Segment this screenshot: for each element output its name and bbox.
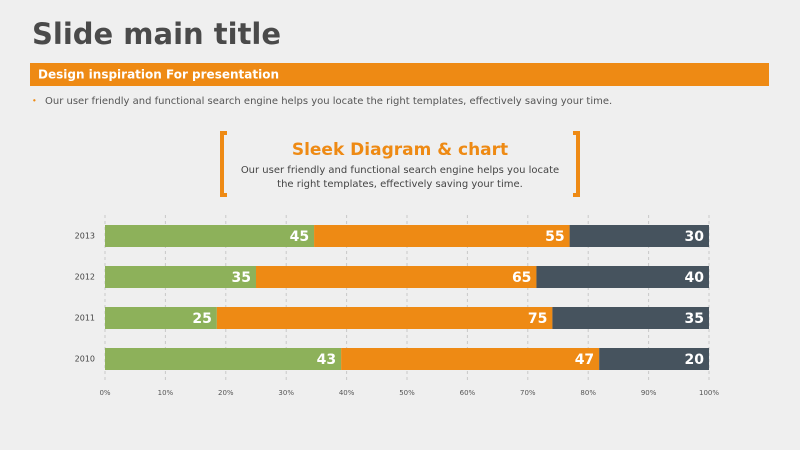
bar-segment [599,348,709,370]
bar-segment [105,348,342,370]
chart-title: Sleek Diagram & chart [292,140,508,160]
bar-segment [341,348,600,370]
x-tick-label: 70% [520,389,536,397]
x-tick-label: 90% [641,389,657,397]
bar-segment [256,266,537,288]
banner [30,63,769,86]
bar-segment [105,307,217,329]
x-tick-label: 100% [699,389,719,397]
value-label: 47 [575,352,594,368]
x-tick-label: 80% [580,389,596,397]
x-tick-label: 40% [339,389,355,397]
bracket-left [220,131,227,197]
value-label: 75 [528,311,547,327]
chart-subtitle: Our user friendly and functional search … [241,165,559,176]
bracket-right [573,131,580,197]
y-tick-label: 2011 [75,314,95,323]
bullet-text: Our user friendly and functional search … [45,96,612,107]
bar-segment [569,225,709,247]
bar-segment [314,225,570,247]
value-label: 45 [290,229,309,245]
chart-subtitle: the right templates, effectively saving … [277,179,523,190]
value-label: 65 [512,270,531,286]
value-label: 30 [685,229,705,245]
bar-segment [536,266,709,288]
bar-segment [216,307,553,329]
banner-text: Design inspiration For presentation [38,68,279,82]
x-tick-label: 50% [399,389,415,397]
bar-segment [105,225,315,247]
slide-title: Slide main title [32,17,281,51]
bullet-dot: • [32,97,37,106]
y-tick-label: 2010 [75,355,95,364]
value-label: 20 [685,352,705,368]
y-tick-label: 2013 [75,232,95,241]
x-tick-label: 10% [158,389,174,397]
x-tick-label: 0% [99,389,110,397]
y-tick-label: 2012 [75,273,95,282]
bar-segment [552,307,709,329]
value-label: 35 [232,270,251,286]
bar-segment [105,266,256,288]
x-tick-label: 20% [218,389,234,397]
value-label: 35 [685,311,704,327]
value-label: 43 [317,352,336,368]
value-label: 55 [545,229,564,245]
value-label: 40 [685,270,705,286]
x-tick-label: 60% [460,389,476,397]
x-tick-label: 30% [278,389,294,397]
value-label: 25 [192,311,211,327]
